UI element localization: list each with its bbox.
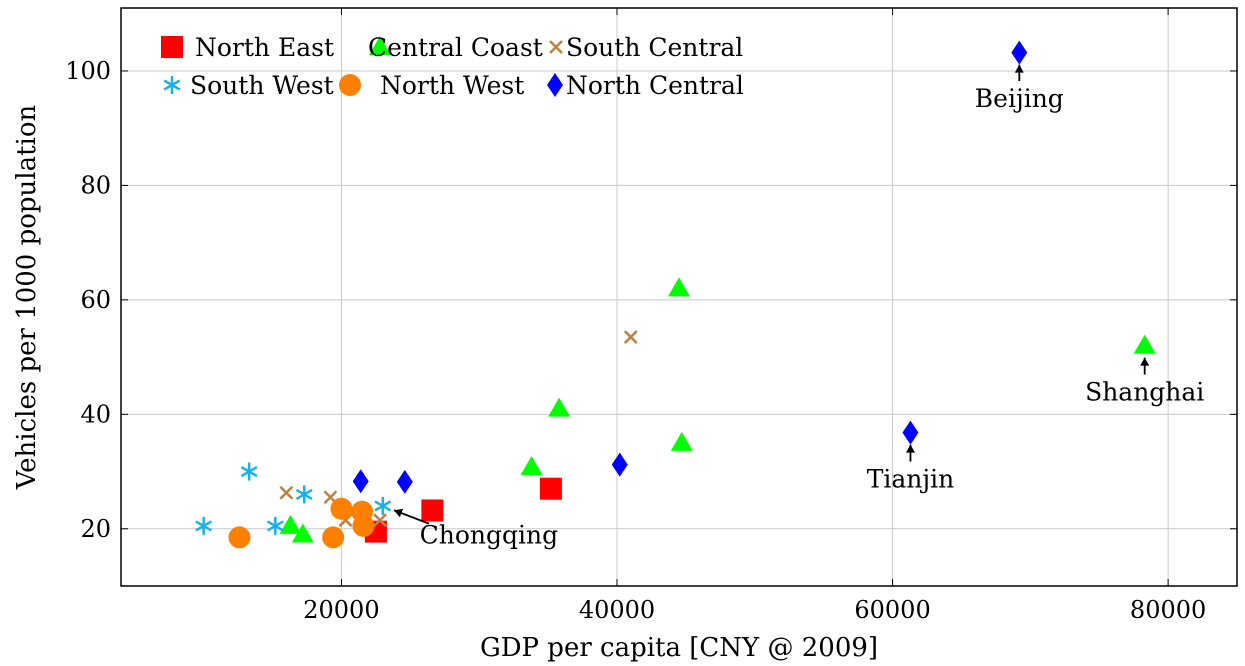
annotation-label: Beijing [975,84,1064,113]
data-point-south-west [195,516,213,535]
legend-label: South Central [566,33,743,62]
legend-marker [549,40,563,54]
annotation-arrowhead [1014,64,1024,73]
annotation-chongqing: Chongqing [393,508,559,550]
legend-item-north-west: North West [339,71,524,100]
annotation-arrowhead [393,508,404,518]
data-point-north-west [352,514,375,537]
data-point-south-west [374,496,392,515]
data-point-central-coast [291,523,314,543]
annotation-label: Tianjin [867,465,955,494]
data-point-central-coast [670,431,693,451]
data-point-south-central [373,513,387,528]
legend-label: South West [190,71,334,100]
data-point-north-central [396,469,413,494]
legend-marker [161,36,183,58]
legend-item-central-coast: Central Coast [368,33,543,62]
annotation-tianjin: Tianjin [867,444,955,494]
y-tick-label: 20 [80,515,111,543]
data-point-south-central [623,330,638,344]
series-south-west [195,462,392,535]
data-point-central-coast [548,397,571,417]
y-axis-label: Vehicles per 1000 population [12,104,42,490]
y-tick-label: 100 [65,57,111,85]
annotation-arrowhead [1140,357,1150,366]
annotation-shanghai: Shanghai [1085,357,1204,407]
data-point-north-central [352,469,369,494]
grid-lines [121,8,1237,586]
cross-stroke [323,490,338,505]
legend-marker [339,74,361,96]
y-tick-label: 80 [80,171,111,199]
asterisk-stroke [163,79,181,91]
legend-label: North East [195,33,334,62]
asterisk-stroke [295,488,313,501]
series-central-coast [279,277,1156,543]
series-south-central [279,330,638,528]
annotation-label: Chongqing [420,521,559,550]
asterisk-stroke [266,520,284,532]
data-point-central-coast [668,277,690,297]
data-point-south-central [279,485,294,500]
series-north-east [364,477,562,543]
y-tick-label: 40 [80,400,111,428]
annotation-label: Shanghai [1085,378,1204,407]
y-tick-label: 60 [80,286,111,314]
x-axis-label: GDP per capita [CNY @ 2009] [480,633,878,663]
legend-marker [547,73,563,97]
cross-stroke [338,513,353,528]
data-series [195,40,1156,549]
x-tick-label: 80000 [1130,596,1206,624]
legend-label: North Central [566,71,744,100]
data-point-south-west [240,462,258,481]
x-tick-label: 60000 [854,596,930,624]
legend-marker [369,36,391,55]
data-point-north-west [228,526,251,549]
legend-item-north-central: North Central [547,71,744,100]
data-point-south-west [295,485,313,504]
data-point-south-west [266,516,284,535]
data-point-central-coast [279,514,302,534]
cross-stroke [373,513,387,528]
data-point-north-west [322,526,345,549]
data-point-north-east [421,499,444,522]
legend-item-north-east: North East [161,33,334,62]
x-tick-label: 20000 [303,596,379,624]
legend-item-south-west: South West [163,71,334,100]
data-point-north-west [330,497,353,520]
x-tick-label: 40000 [579,596,655,624]
legend-label: Central Coast [368,33,543,62]
data-point-north-central [1011,40,1028,65]
cross-stroke [549,40,563,54]
legend-label: North West [380,71,524,100]
series-north-central [352,40,1028,494]
annotation-arrowhead [905,444,915,453]
legend: North East Central Coast South Central Sout… [161,33,744,100]
asterisk-stroke [374,500,392,512]
data-point-central-coast [520,455,543,475]
data-point-central-coast [1133,334,1156,354]
annotation-beijing: Beijing [975,64,1064,113]
asterisk-stroke [195,520,213,532]
x-axis-ticks: 20000 40000 60000 80000 [303,8,1206,624]
y-axis-ticks: 20 40 60 80 100 [65,57,1237,543]
cross-stroke [279,485,294,500]
cross-stroke [623,330,638,344]
data-point-north-central [902,420,919,445]
legend-item-south-central: South Central [549,33,743,62]
asterisk-stroke [240,465,258,478]
series-north-west [228,497,375,549]
plot-frame [120,7,1238,587]
data-point-north-east [539,477,562,500]
annotations: Beijing Shanghai Tianjin Chongqing [393,64,1204,550]
legend-marker [163,76,181,94]
data-point-north-central [611,452,628,477]
